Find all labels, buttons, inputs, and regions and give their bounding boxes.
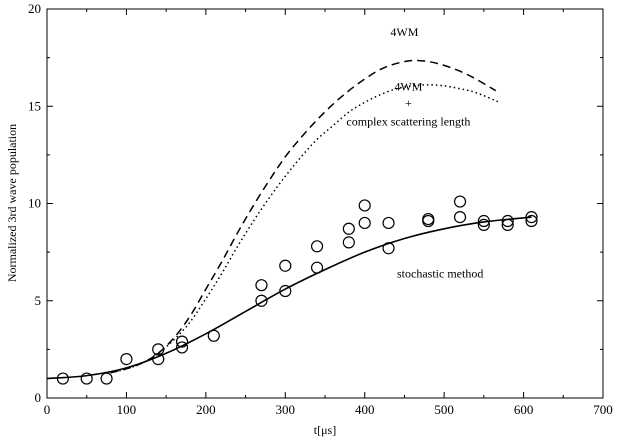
data-point-marker [100,372,113,385]
data-point-marker [279,284,292,298]
series-line-dashed [110,59,497,374]
data-point-marker [501,218,514,231]
data-point-marker [525,214,538,228]
data-point-marker [152,343,165,356]
data-point-marker [310,240,324,253]
marker-layer [56,195,538,385]
plot-frame [46,8,604,399]
data-point-marker [358,216,371,230]
y-tick-label: 0 [35,390,42,405]
axis-ticks: 0 100 200 300 400 500 600 700 0 5 10 15 20 [28,1,613,417]
x-tick-label: 500 [434,402,454,417]
data-point-marker [175,341,189,354]
annotation-label: complex scattering length [346,115,470,129]
x-tick-label: 400 [355,402,375,417]
data-point-marker [152,353,165,366]
y-axis-label: Normalized 3rd wave population [5,124,19,282]
x-axis-label: t[μs] [314,423,336,437]
y-tick-label: 20 [28,1,41,16]
data-point-marker [175,335,189,348]
data-point-marker [501,214,514,228]
data-point-marker [207,329,220,342]
data-point-marker [477,214,490,228]
annotation-label: 4WM [390,25,418,39]
data-point-marker [358,199,371,212]
data-point-marker [279,259,292,272]
data-point-marker [453,211,467,224]
y-tick-label: 5 [35,293,42,308]
data-point-marker [120,353,133,366]
data-point-marker [422,214,435,228]
x-tick-label: 200 [196,402,216,417]
data-point-marker [310,261,324,274]
x-tick-label: 700 [593,402,613,417]
data-point-marker [382,242,395,255]
x-tick-label: 0 [44,402,51,417]
x-tick-label: 100 [117,402,137,417]
data-point-marker [255,294,268,307]
data-point-marker [525,211,538,224]
data-point-marker [80,372,93,385]
y-tick-label: 10 [28,196,41,211]
annotation-label: stochastic method [397,266,483,280]
series-line-dotted [110,84,501,374]
data-point-marker [56,372,69,385]
x-tick-label: 600 [514,402,534,417]
data-point-marker [255,279,268,292]
annotation-label: 4WM [394,80,422,94]
series-layer [46,59,532,380]
y-tick-label: 15 [28,98,41,113]
series-line-solid [46,216,532,380]
x-tick-label: 300 [276,402,296,417]
data-point-marker [477,218,490,231]
data-point-marker [342,222,355,235]
annotation-label: + [405,96,412,110]
data-point-marker [382,216,395,230]
data-point-marker [453,195,467,208]
annotation-layer: 4WM 4WM + complex scattering length stochast… [346,25,483,280]
data-point-marker [342,236,355,249]
